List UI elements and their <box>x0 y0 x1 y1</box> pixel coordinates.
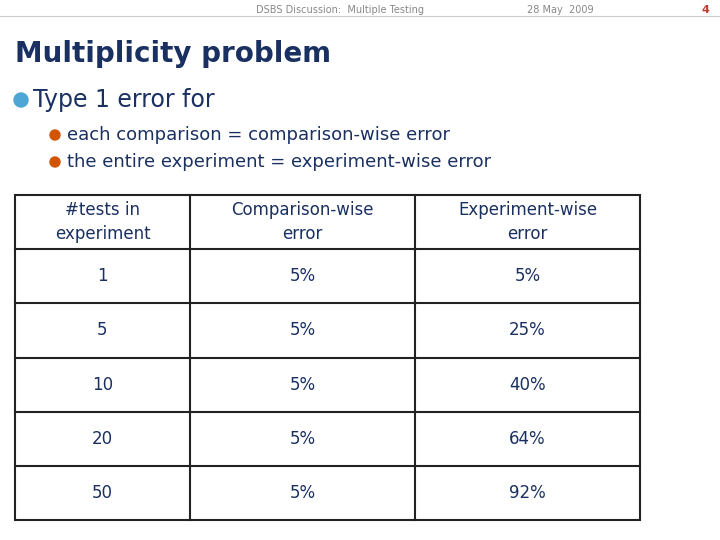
Text: 92%: 92% <box>509 484 546 502</box>
Text: 40%: 40% <box>509 376 546 394</box>
Circle shape <box>50 130 60 140</box>
Text: 64%: 64% <box>509 430 546 448</box>
Bar <box>15 195 640 520</box>
Text: the entire experiment = experiment-wise error: the entire experiment = experiment-wise … <box>67 153 491 171</box>
Text: #tests in
experiment: #tests in experiment <box>55 201 150 243</box>
Text: 5%: 5% <box>289 376 315 394</box>
Text: 4: 4 <box>701 5 709 15</box>
Text: 1: 1 <box>97 267 108 285</box>
Text: 50: 50 <box>92 484 113 502</box>
Text: 20: 20 <box>92 430 113 448</box>
Text: 5%: 5% <box>289 484 315 502</box>
Circle shape <box>14 93 28 107</box>
Text: Comparison-wise
error: Comparison-wise error <box>231 201 374 243</box>
Circle shape <box>50 157 60 167</box>
Text: Type 1 error for: Type 1 error for <box>33 88 215 112</box>
Text: DSBS Discussion:  Multiple Testing: DSBS Discussion: Multiple Testing <box>256 5 424 15</box>
Text: 28 May  2009: 28 May 2009 <box>527 5 593 15</box>
Text: each comparison = comparison-wise error: each comparison = comparison-wise error <box>67 126 450 144</box>
Text: Experiment-wise
error: Experiment-wise error <box>458 201 597 243</box>
Text: 5%: 5% <box>289 321 315 340</box>
Text: 5%: 5% <box>514 267 541 285</box>
Text: 10: 10 <box>92 376 113 394</box>
Text: 5%: 5% <box>289 430 315 448</box>
Text: Multiplicity problem: Multiplicity problem <box>15 40 331 68</box>
Text: 5: 5 <box>97 321 108 340</box>
Text: 5%: 5% <box>289 267 315 285</box>
Text: 25%: 25% <box>509 321 546 340</box>
